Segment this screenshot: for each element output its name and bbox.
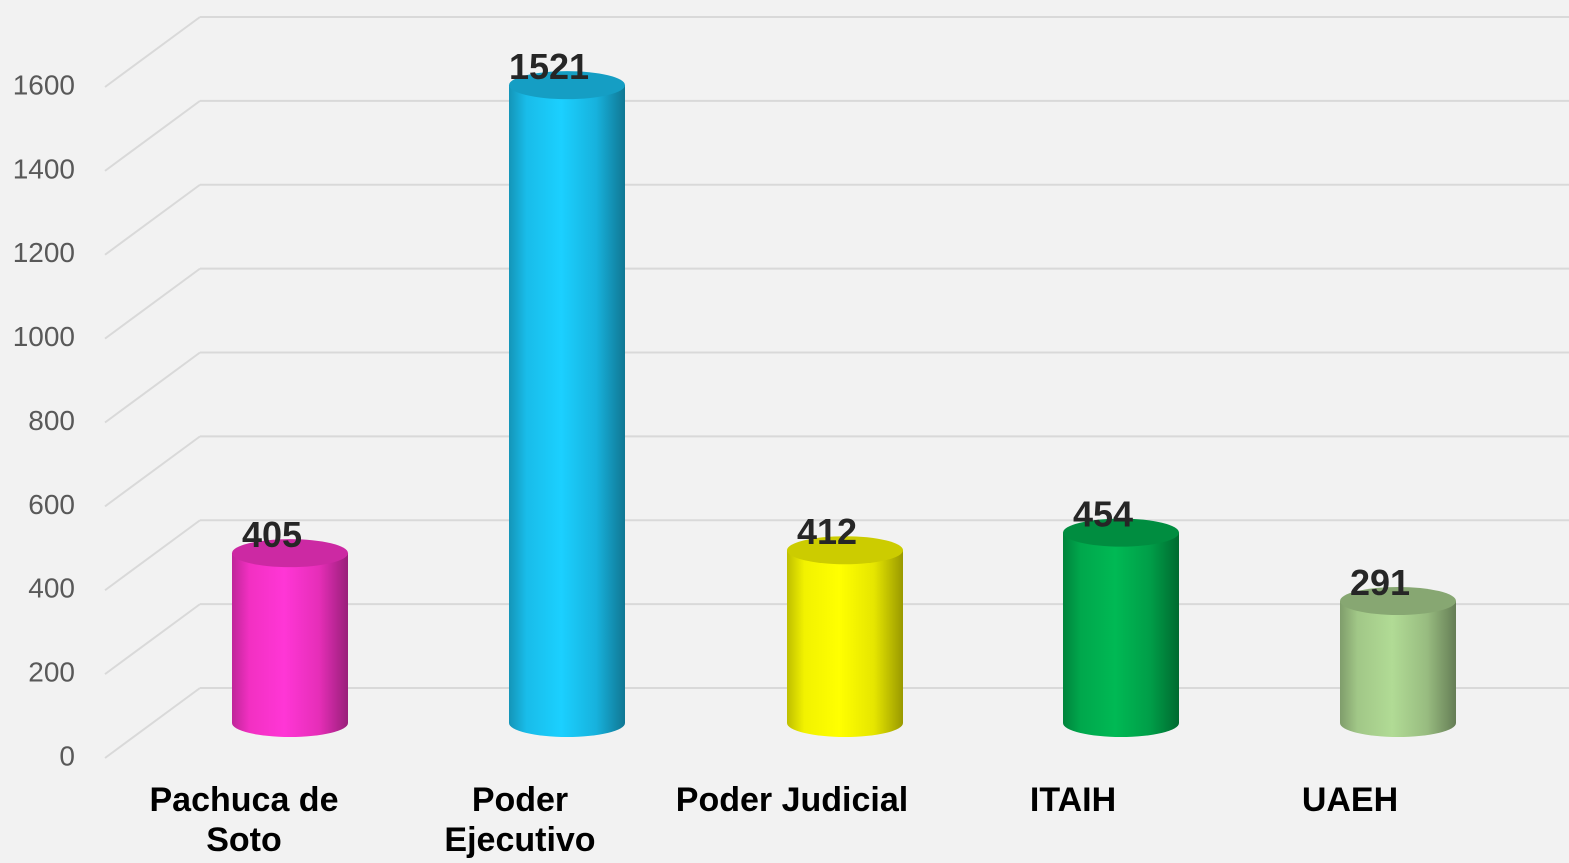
- y-tick-label: 400: [28, 573, 75, 604]
- y-tick-label: 1200: [13, 237, 75, 268]
- y-tick-label: 0: [59, 740, 75, 771]
- grid-line-depth: [104, 519, 201, 592]
- data-label: 454: [1073, 494, 1133, 535]
- bar: [1340, 586, 1456, 737]
- grid-line-depth: [104, 16, 201, 88]
- x-tick-label: Poder Ejecutivo: [444, 781, 596, 859]
- y-tick-label: 800: [28, 405, 75, 436]
- grid-line-depth: [104, 435, 201, 508]
- grid-line-depth: [104, 100, 201, 172]
- y-tick-label: 1000: [13, 321, 75, 352]
- y-tick-label: 1600: [13, 69, 75, 100]
- y-tick-label: 1400: [13, 153, 75, 184]
- x-tick-label: ITAIH: [1029, 781, 1117, 819]
- grid-line-depth: [104, 183, 201, 256]
- bar: [787, 536, 903, 737]
- x-tick-label: Pachuca de Soto: [149, 781, 339, 859]
- x-tick-label: UAEH: [1301, 781, 1399, 819]
- bar: [232, 539, 348, 737]
- y-tick-label: 600: [28, 489, 75, 520]
- x-tick-label: Poder Judicial: [675, 781, 909, 819]
- grid-line-depth: [104, 603, 201, 675]
- grid-line-depth: [104, 687, 201, 759]
- y-tick-label: 200: [28, 657, 75, 688]
- grid-line-depth: [104, 351, 201, 424]
- grid-line-depth: [104, 267, 201, 340]
- data-label: 412: [797, 511, 857, 552]
- data-label: 291: [1350, 562, 1410, 603]
- bar: [509, 71, 625, 738]
- bar: [1063, 518, 1179, 737]
- data-label: 1521: [509, 46, 589, 87]
- data-label: 405: [242, 514, 302, 555]
